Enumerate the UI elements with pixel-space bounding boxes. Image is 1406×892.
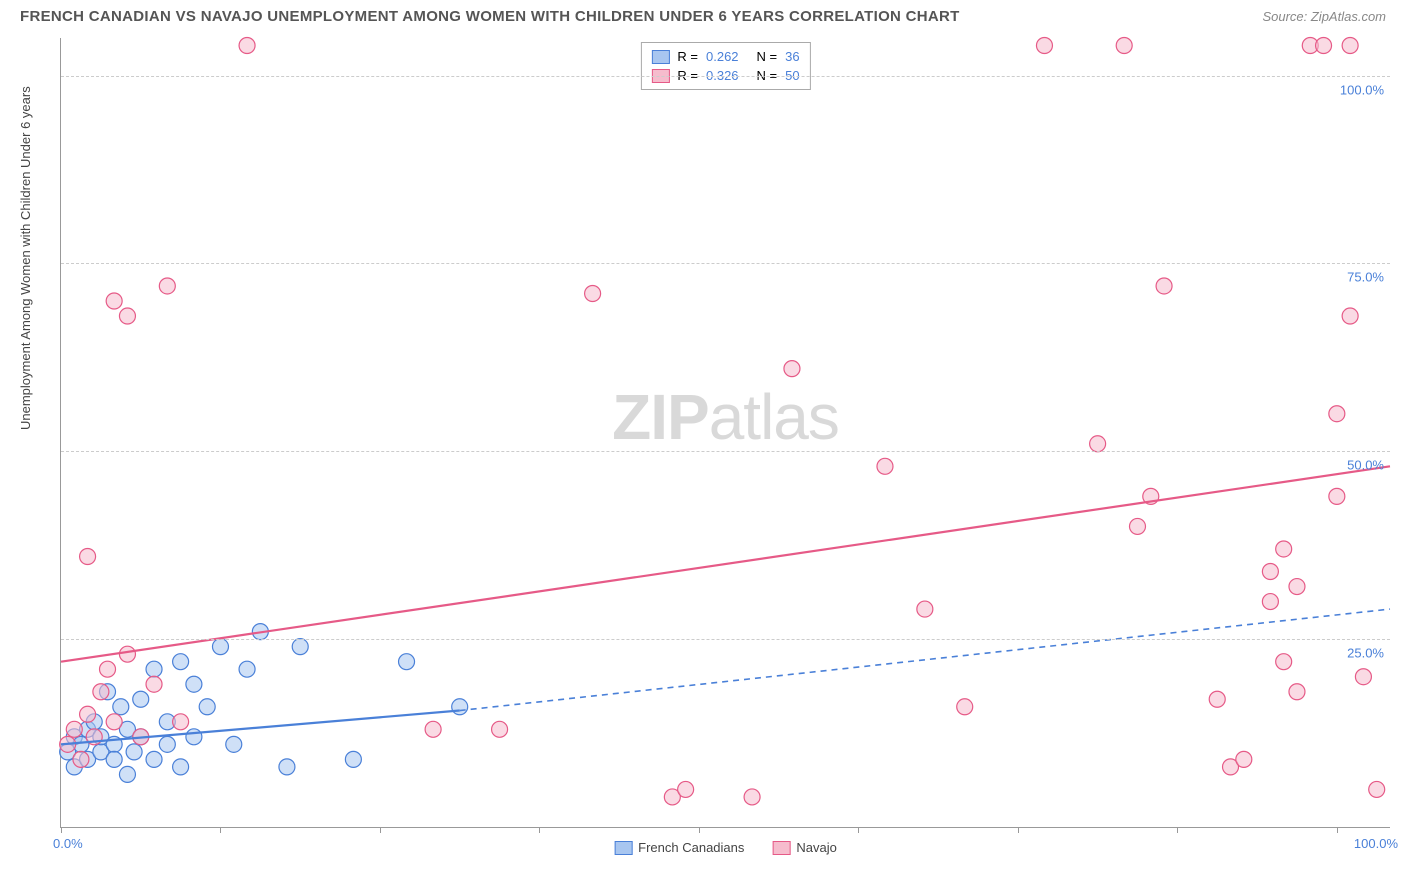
data-point xyxy=(212,639,228,655)
y-tick-label: 75.0% xyxy=(1347,270,1384,285)
data-point xyxy=(784,361,800,377)
data-point xyxy=(1276,654,1292,670)
chart-title: FRENCH CANADIAN VS NAVAJO UNEMPLOYMENT A… xyxy=(20,8,960,25)
data-point xyxy=(119,766,135,782)
data-point xyxy=(957,699,973,715)
data-point xyxy=(292,639,308,655)
x-tick xyxy=(61,827,62,833)
data-point xyxy=(1156,278,1172,294)
data-point xyxy=(1262,564,1278,580)
data-point xyxy=(146,676,162,692)
data-point xyxy=(1369,781,1385,797)
data-point xyxy=(1329,488,1345,504)
data-point xyxy=(1355,669,1371,685)
x-axis-min-label: 0.0% xyxy=(53,836,83,851)
data-point xyxy=(1316,38,1332,54)
data-point xyxy=(1289,684,1305,700)
y-axis-label: Unemployment Among Women with Children U… xyxy=(18,86,33,430)
data-point xyxy=(146,661,162,677)
y-tick-label: 100.0% xyxy=(1340,82,1384,97)
data-point xyxy=(1276,541,1292,557)
data-point xyxy=(173,654,189,670)
data-point xyxy=(80,548,96,564)
data-point xyxy=(199,699,215,715)
data-point xyxy=(93,684,109,700)
data-point xyxy=(345,751,361,767)
x-tick xyxy=(1177,827,1178,833)
data-point xyxy=(226,736,242,752)
data-point xyxy=(1036,38,1052,54)
data-point xyxy=(1329,406,1345,422)
data-point xyxy=(1262,594,1278,610)
y-tick-label: 50.0% xyxy=(1347,458,1384,473)
source-label: Source: ZipAtlas.com xyxy=(1262,9,1386,24)
x-tick xyxy=(858,827,859,833)
swatch-icon xyxy=(772,841,790,855)
data-point xyxy=(106,293,122,309)
data-point xyxy=(1090,436,1106,452)
data-point xyxy=(173,759,189,775)
data-point xyxy=(1342,38,1358,54)
data-point xyxy=(1129,518,1145,534)
data-point xyxy=(1236,751,1252,767)
data-point xyxy=(399,654,415,670)
x-tick xyxy=(1337,827,1338,833)
x-axis-max-label: 100.0% xyxy=(1354,836,1398,851)
chart-plot-area: ZIPatlas R = 0.262 N = 36 R = 0.326 N = … xyxy=(60,38,1390,828)
data-point xyxy=(66,721,82,737)
swatch-icon xyxy=(614,841,632,855)
x-tick xyxy=(380,827,381,833)
data-point xyxy=(585,285,601,301)
scatter-svg xyxy=(61,38,1390,827)
data-point xyxy=(106,714,122,730)
data-point xyxy=(239,38,255,54)
data-point xyxy=(877,458,893,474)
data-point xyxy=(159,278,175,294)
data-point xyxy=(173,714,189,730)
data-point xyxy=(146,751,162,767)
data-point xyxy=(106,751,122,767)
data-point xyxy=(100,661,116,677)
data-point xyxy=(186,676,202,692)
data-point xyxy=(133,691,149,707)
data-point xyxy=(1342,308,1358,324)
y-tick-label: 25.0% xyxy=(1347,646,1384,661)
x-tick xyxy=(539,827,540,833)
trend-line-extrapolated xyxy=(460,609,1390,710)
data-point xyxy=(113,699,129,715)
data-point xyxy=(186,729,202,745)
data-point xyxy=(425,721,441,737)
data-point xyxy=(73,751,89,767)
x-tick xyxy=(1018,827,1019,833)
data-point xyxy=(744,789,760,805)
legend-item-navajo: Navajo xyxy=(772,840,836,855)
data-point xyxy=(119,308,135,324)
data-point xyxy=(239,661,255,677)
data-point xyxy=(678,781,694,797)
data-point xyxy=(159,736,175,752)
data-point xyxy=(119,646,135,662)
data-point xyxy=(1209,691,1225,707)
legend-item-french: French Canadians xyxy=(614,840,744,855)
data-point xyxy=(917,601,933,617)
gridline xyxy=(61,76,1390,77)
gridline xyxy=(61,639,1390,640)
x-tick xyxy=(699,827,700,833)
data-point xyxy=(452,699,468,715)
data-point xyxy=(1116,38,1132,54)
data-point xyxy=(1289,579,1305,595)
trend-line xyxy=(61,466,1390,661)
data-point xyxy=(279,759,295,775)
gridline xyxy=(61,451,1390,452)
data-point xyxy=(80,706,96,722)
gridline xyxy=(61,263,1390,264)
data-point xyxy=(492,721,508,737)
x-tick xyxy=(220,827,221,833)
data-point xyxy=(126,744,142,760)
series-legend: French Canadians Navajo xyxy=(614,840,837,855)
